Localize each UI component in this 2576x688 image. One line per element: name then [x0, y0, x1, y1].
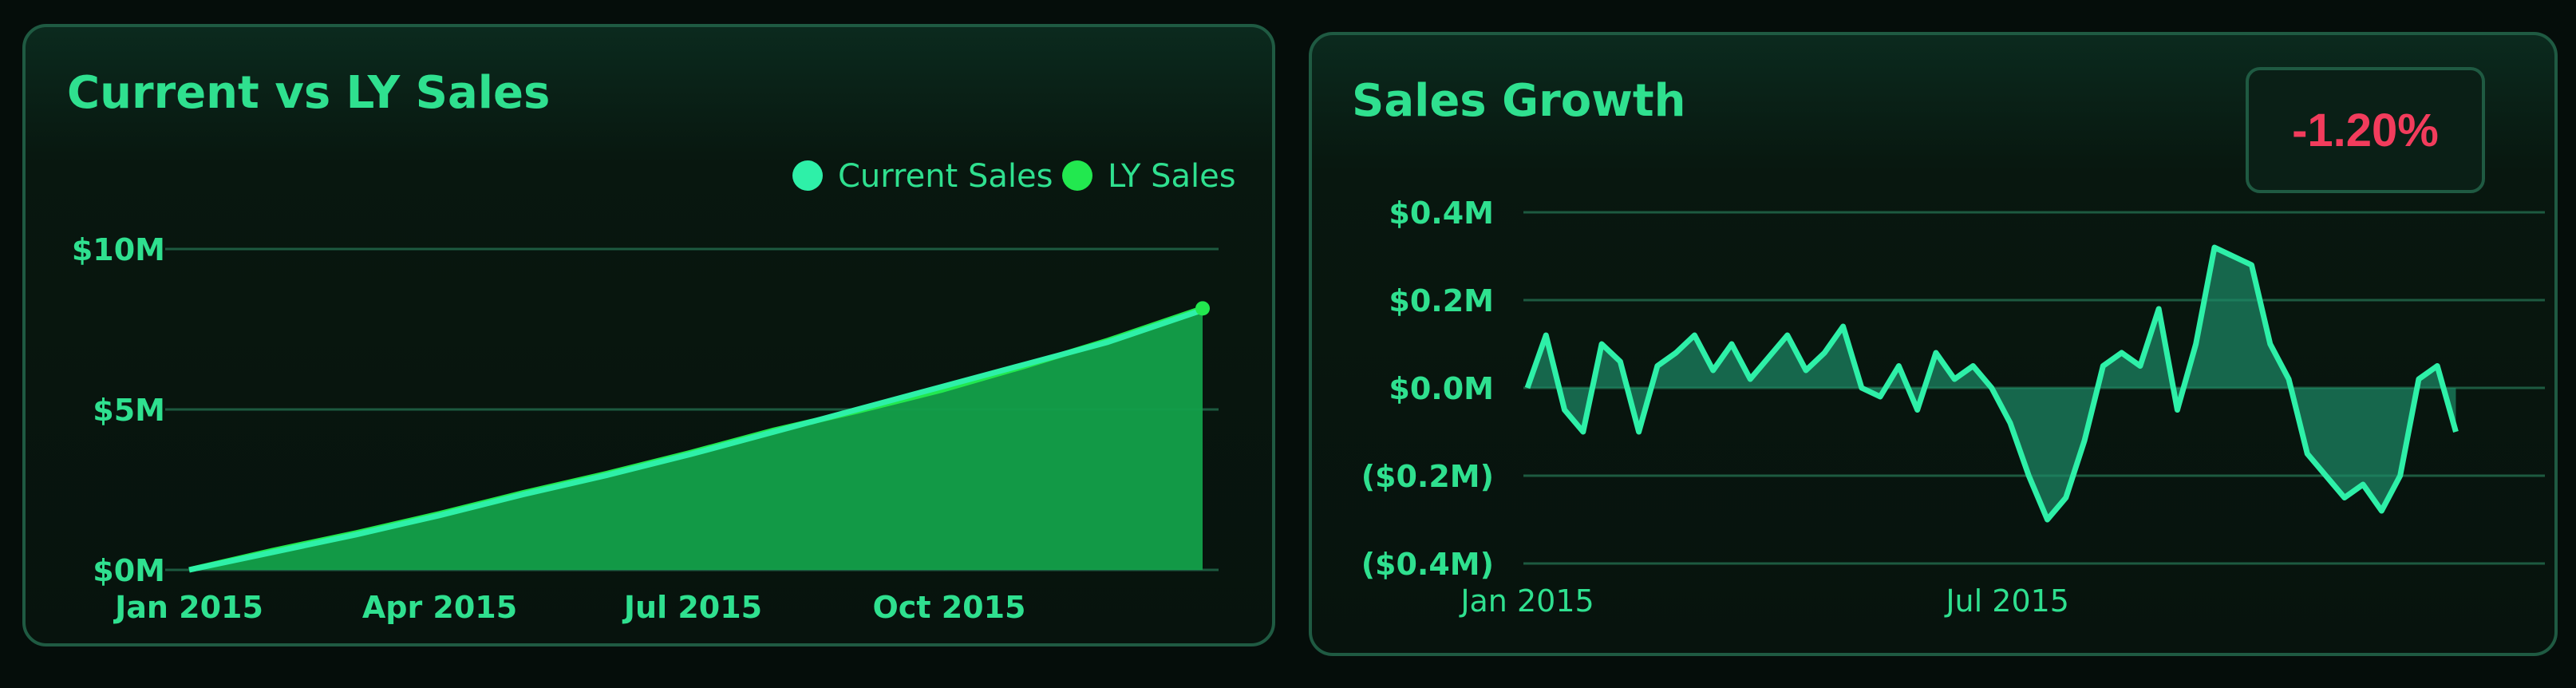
- x-tick-label: Jul 2015: [1944, 583, 2069, 619]
- current-vs-ly-sales-chart: $0M $5M $10M Jan 2015 Apr 2015 Jul 2015 Oct 20…: [72, 158, 1236, 625]
- card-title: Sales Growth: [1352, 75, 1686, 127]
- y-tick-label: $10M: [72, 232, 165, 267]
- x-tick-label: Oct 2015: [873, 590, 1026, 625]
- y-tick-label: $0.2M: [1389, 283, 1494, 318]
- current-sales-line: [188, 307, 1204, 573]
- y-tick-label: $5M: [93, 393, 165, 428]
- current-sales-area: [189, 310, 1203, 570]
- card-title: Current vs LY Sales: [67, 67, 551, 119]
- y-tick-label: $0.4M: [1389, 196, 1494, 231]
- sales-growth-chart: $0.4M $0.2M $0.0M ($0.2M) ($0.4M)Jan 2015 Jul…: [1361, 196, 2545, 619]
- growth-area: [1527, 247, 2456, 520]
- x-tick-label: Jan 2015: [1459, 583, 1594, 619]
- growth-percentage-badge: -1.20%: [2246, 67, 2485, 193]
- x-tick-label: Apr 2015: [362, 590, 517, 625]
- y-tick-label: $0.0M: [1389, 371, 1494, 406]
- y-tick-label: $0M: [93, 553, 165, 588]
- ly-sales-endpoint: [1195, 301, 1210, 316]
- growth-line: [1524, 244, 2459, 523]
- legend-current-sales-marker: [792, 160, 823, 191]
- x-tick-label: Jan 2015: [113, 590, 263, 625]
- sales-growth-card: Sales Growth -1.20% $0.4M $0.2M $0.0M ($0.2…: [1309, 32, 2558, 656]
- legend-ly-sales-label: LY Sales: [1108, 158, 1236, 195]
- x-tick-label: Jul 2015: [622, 590, 762, 625]
- current-vs-ly-sales-card: Current vs LY Sales $0M $5M $10M Jan 2015 Ap…: [22, 24, 1275, 646]
- y-tick-label: ($0.2M): [1361, 459, 1494, 494]
- legend-ly-sales-marker: [1062, 160, 1092, 191]
- legend-current-sales-label: Current Sales: [838, 158, 1053, 195]
- y-tick-label: ($0.4M): [1361, 547, 1494, 582]
